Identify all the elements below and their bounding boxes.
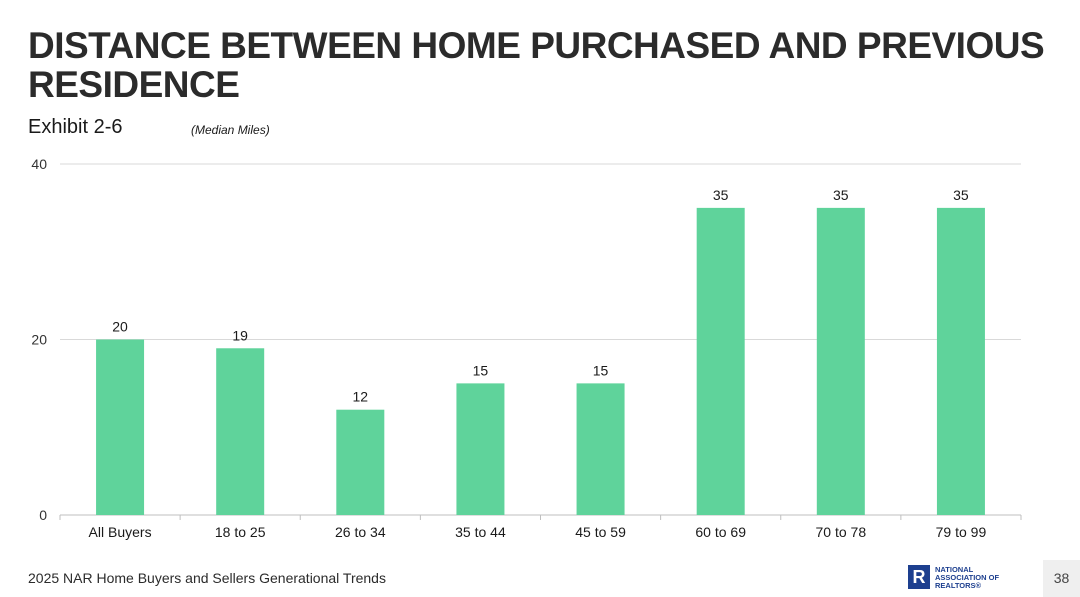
data-label: 15 (593, 362, 609, 378)
bar (696, 207, 745, 515)
bar (336, 409, 385, 515)
logo-line: REALTORS® (935, 581, 982, 590)
x-tick-label: 45 to 59 (575, 524, 626, 540)
x-tick-label: 26 to 34 (335, 524, 386, 540)
chart-subtitle: (Median Miles) (191, 123, 270, 137)
data-label: 19 (232, 327, 248, 343)
bar (456, 383, 505, 515)
y-tick-label: 40 (31, 156, 47, 172)
exhibit-label: Exhibit 2-6 (28, 116, 123, 138)
data-label: 15 (473, 362, 489, 378)
bar (216, 348, 265, 515)
bar (816, 207, 865, 515)
page-number: 38 (1043, 560, 1080, 597)
bar (936, 207, 985, 515)
data-label: 35 (833, 187, 849, 203)
x-tick-label: 79 to 99 (936, 524, 987, 540)
x-tick-label: All Buyers (89, 524, 152, 540)
bar-chart: 0 20 40 20 All Buyers 19 18 to 25 12 26 to 34 15 3… (31, 156, 1022, 540)
data-label: 35 (713, 187, 729, 203)
nar-logo: R NATIONAL ASSOCIATION OF REALTORS® (908, 565, 1018, 591)
y-tick-label: 20 (31, 332, 47, 348)
x-tick-label: 18 to 25 (215, 524, 266, 540)
data-label: 12 (353, 389, 369, 405)
realtor-r-icon: R (908, 565, 930, 589)
x-tick-label: 60 to 69 (695, 524, 746, 540)
data-label: 20 (112, 319, 128, 335)
logo-line: ASSOCIATION OF (935, 573, 1000, 582)
y-tick-label: 0 (39, 507, 47, 523)
bar (576, 383, 625, 515)
logo-text: NATIONAL ASSOCIATION OF REALTORS® (935, 566, 999, 590)
data-label: 35 (953, 187, 969, 203)
page-title: DISTANCE BETWEEN HOME PURCHASED AND PREV… (28, 25, 1045, 105)
bar (96, 339, 145, 515)
x-tick-label: 35 to 44 (455, 524, 506, 540)
footer-source: 2025 NAR Home Buyers and Sellers Generat… (28, 570, 386, 586)
x-tick-label: 70 to 78 (816, 524, 867, 540)
logo-line: NATIONAL (935, 565, 974, 574)
